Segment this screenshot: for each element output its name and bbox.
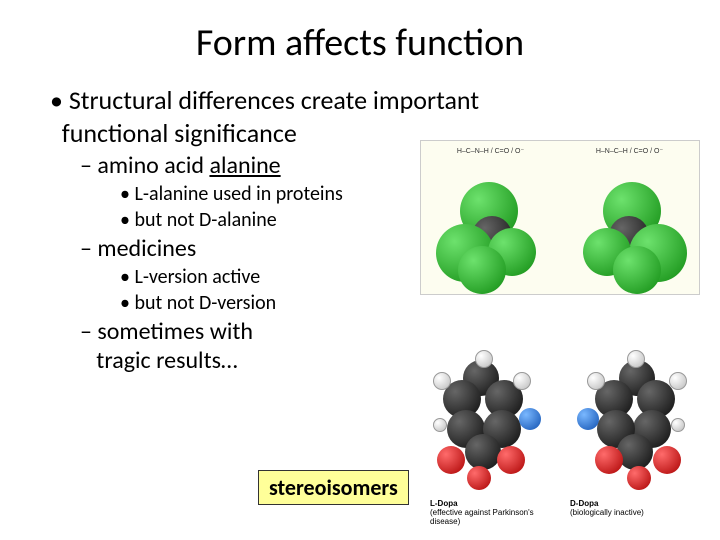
alanine-molecules-panel: H–C–N–H / C=O / O⁻ H–N–C–H / C=O / O⁻ [420, 140, 700, 295]
bullet-main-text2: functional significance [62, 117, 297, 149]
callout-stereoisomers: stereoisomers [258, 470, 409, 505]
d-alanine-model [575, 176, 685, 286]
ldopa-desc: (effective against Parkinson's disease) [430, 508, 534, 526]
struct-left: H–C–N–H / C=O / O⁻ [457, 147, 524, 155]
slide-title: Form affects function [40, 20, 680, 66]
l-alanine-model [436, 176, 546, 286]
dopa-captions: L-Dopa (effective against Parkinson's di… [420, 500, 700, 526]
sub3-line1: sometimes with [97, 317, 253, 346]
ldopa-caption: L-Dopa (effective against Parkinson's di… [430, 500, 550, 526]
ddopa-desc: (biologically inactive) [570, 508, 644, 517]
bullet-main-text1: Structural differences create important [69, 84, 479, 116]
sub3-line2: tragic results… [96, 346, 237, 375]
l-dopa-model [433, 350, 548, 490]
struct-right: H–N–C–H / C=O / O⁻ [596, 147, 663, 155]
sub1-prefix: amino acid [97, 151, 209, 180]
ddopa-caption: D-Dopa (biologically inactive) [570, 500, 690, 526]
dopa-molecules-panel [420, 320, 700, 520]
sub1-underlined: alanine [209, 151, 280, 180]
d-dopa-model [573, 350, 688, 490]
structural-formula-row: H–C–N–H / C=O / O⁻ H–N–C–H / C=O / O⁻ [421, 147, 699, 155]
